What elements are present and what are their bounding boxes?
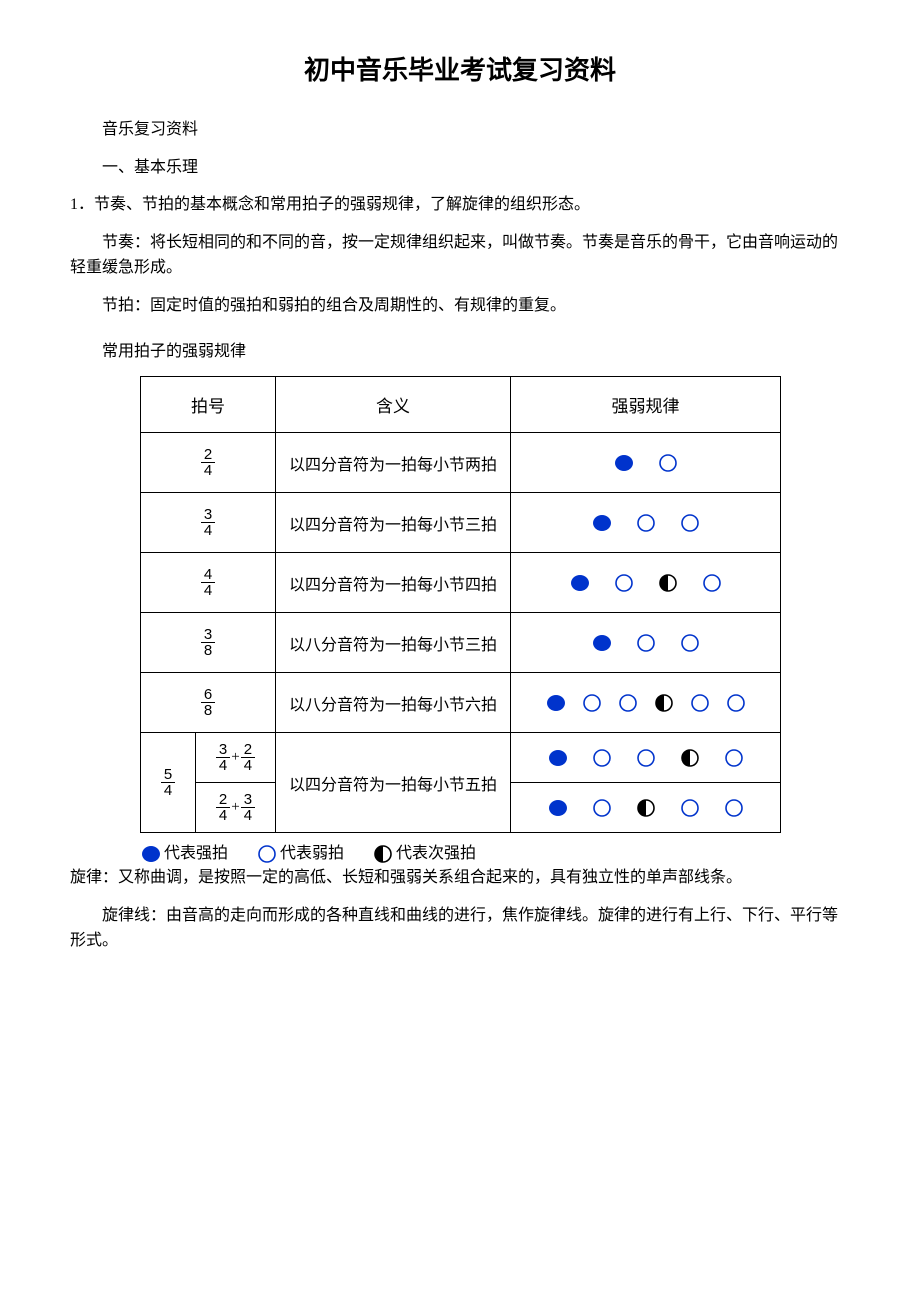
para-xuanlv: 旋律：又称曲调，是按照一定的高低、长短和强弱关系组合起来的，具有独立性的单声部线… <box>70 865 850 891</box>
legend-strong: 代表强拍 <box>140 839 228 865</box>
cell-sig: 44 <box>141 553 276 613</box>
cell-sig: 38 <box>141 613 276 673</box>
para-jiezou: 节奏：将长短相同的和不同的音，按一定规律组织起来，叫做节奏。节奏是音乐的骨干，它… <box>70 230 850 281</box>
para-intro: 音乐复习资料 <box>70 117 850 143</box>
legend-label: 代表弱拍 <box>280 845 344 862</box>
table-row: 5434+24以四分音符为一拍每小节五拍 <box>141 733 781 783</box>
cell-sig: 24 <box>141 433 276 493</box>
cell-pattern <box>511 613 781 673</box>
table-row: 34以四分音符为一拍每小节三拍 <box>141 493 781 553</box>
time-signature-table: 拍号含义强弱规律24以四分音符为一拍每小节两拍34以四分音符为一拍每小节三拍44… <box>140 376 781 833</box>
th-meaning: 含义 <box>276 377 511 433</box>
cell-pattern <box>511 433 781 493</box>
cell-meaning: 以四分音符为一拍每小节五拍 <box>276 733 511 833</box>
cell-pattern <box>511 673 781 733</box>
legend: 代表强拍 代表弱拍 代表次强拍 <box>140 839 850 865</box>
table-row: 24以四分音符为一拍每小节两拍 <box>141 433 781 493</box>
cell-pattern <box>511 733 781 783</box>
cell-meaning: 以八分音符为一拍每小节三拍 <box>276 613 511 673</box>
page-title: 初中音乐毕业考试复习资料 <box>70 50 850 87</box>
cell-subsig: 24+34 <box>196 783 276 833</box>
para-section: 一、基本乐理 <box>70 155 850 181</box>
para-xuanlvxian: 旋律线：由音高的走向而形成的各种直线和曲线的进行，焦作旋律线。旋律的进行有上行、… <box>70 903 850 954</box>
legend-label: 代表次强拍 <box>396 845 476 862</box>
cell-sig: 68 <box>141 673 276 733</box>
cell-pattern <box>511 493 781 553</box>
para-item1: 1．节奏、节拍的基本概念和常用拍子的强弱规律，了解旋律的组织形态。 <box>70 192 850 218</box>
legend-weak: 代表弱拍 <box>256 839 344 865</box>
para-table-caption: 常用拍子的强弱规律 <box>70 339 850 365</box>
table-row: 68以八分音符为一拍每小节六拍 <box>141 673 781 733</box>
cell-sig: 54 <box>141 733 196 833</box>
th-pattern: 强弱规律 <box>511 377 781 433</box>
cell-meaning: 以四分音符为一拍每小节两拍 <box>276 433 511 493</box>
table-row: 44以四分音符为一拍每小节四拍 <box>141 553 781 613</box>
cell-sig: 34 <box>141 493 276 553</box>
th-sig: 拍号 <box>141 377 276 433</box>
legend-medium: 代表次强拍 <box>372 839 476 865</box>
cell-pattern <box>511 553 781 613</box>
cell-subsig: 34+24 <box>196 733 276 783</box>
cell-meaning: 以八分音符为一拍每小节六拍 <box>276 673 511 733</box>
legend-label: 代表强拍 <box>164 845 228 862</box>
cell-meaning: 以四分音符为一拍每小节四拍 <box>276 553 511 613</box>
para-jiepai: 节拍：固定时值的强拍和弱拍的组合及周期性的、有规律的重复。 <box>70 293 850 319</box>
table-row: 38以八分音符为一拍每小节三拍 <box>141 613 781 673</box>
cell-pattern <box>511 783 781 833</box>
cell-meaning: 以四分音符为一拍每小节三拍 <box>276 493 511 553</box>
